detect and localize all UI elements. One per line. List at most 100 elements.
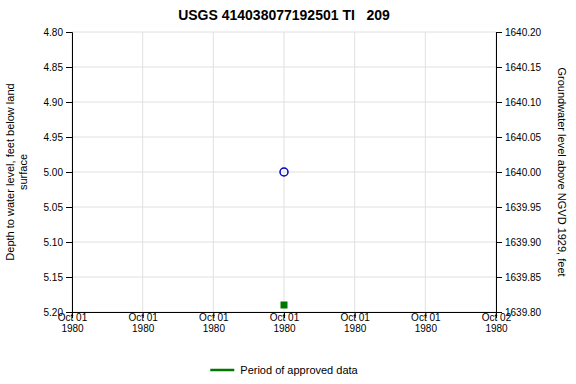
tick-mark	[496, 137, 502, 138]
y-axis: 4.80 4.85 4.90 4.95 5.00 5.05 5.10 5.15 5.20	[44, 27, 73, 318]
y2-tick-label: 1640.15	[505, 62, 542, 73]
y2-tick-label: 1639.95	[505, 202, 542, 213]
tick-mark	[66, 137, 72, 138]
title: USGS 414038077192501 TI 209	[178, 7, 390, 23]
y-tick: 5.10	[44, 237, 72, 248]
tick-mark	[496, 312, 502, 313]
text-line: Oct 01	[411, 312, 441, 323]
x-tick-label: Oct 011980	[411, 312, 441, 334]
text-line: Oct 01	[128, 312, 158, 323]
text-line: Oct 01	[340, 312, 370, 323]
y2-tick-label: 1640.10	[505, 97, 542, 108]
text-line: 1980	[132, 323, 155, 334]
tick-mark	[496, 32, 502, 33]
x-tick-label: Oct 011980	[270, 312, 300, 334]
text-line: 1980	[344, 323, 367, 334]
y-tick: 5.00	[44, 167, 72, 178]
tick-mark	[496, 102, 502, 103]
x-axis: Oct 011980Oct 011980Oct 011980Oct 011980…	[58, 312, 512, 334]
tick-mark	[66, 277, 72, 278]
legend: Period of approved data	[210, 364, 358, 376]
axis-line	[497, 33, 503, 313]
chart: Oct 011980Oct 011980Oct 011980Oct 011980…	[0, 0, 576, 384]
grid-line	[425, 32, 426, 312]
tick-mark	[496, 242, 502, 243]
marks	[280, 168, 288, 308]
tick-mark	[66, 172, 72, 173]
y2-tick: 1639.95	[496, 202, 542, 213]
x-tick-label: Oct 011980	[340, 312, 370, 334]
text-line: 1980	[415, 323, 438, 334]
y-tick-label: 4.95	[44, 132, 64, 143]
point	[281, 302, 287, 308]
grid-line	[213, 32, 214, 312]
legend-swatch	[210, 369, 234, 372]
y2-tick: 1640.20	[496, 27, 542, 38]
tick-mark	[66, 102, 72, 103]
x-tick: Oct 011980	[128, 312, 158, 334]
x-tick: Oct 011980	[199, 312, 229, 334]
point	[280, 168, 288, 176]
tick-mark	[66, 67, 72, 68]
tick-mark	[496, 67, 502, 68]
plot: Oct 011980Oct 011980Oct 011980Oct 011980…	[44, 27, 542, 334]
y-tick: 5.20	[44, 307, 72, 318]
y2-tick: 1640.10	[496, 97, 542, 108]
text-line: Oct 01	[199, 312, 229, 323]
y2-tick-label: 1639.80	[505, 307, 542, 318]
y-axis-label: Depth to water level, feet below landsur…	[4, 83, 29, 260]
y-tick-label: 5.10	[44, 237, 64, 248]
grid	[72, 32, 496, 312]
grid-line	[354, 32, 355, 312]
legend-item: Period of approved data	[210, 364, 358, 376]
y2-tick: 1639.90	[496, 237, 542, 248]
tick-mark	[496, 277, 502, 278]
text-line: 1980	[61, 323, 84, 334]
y-tick: 4.90	[44, 97, 72, 108]
y2-tick: 1639.85	[496, 272, 542, 283]
y2-tick: 1640.15	[496, 62, 542, 73]
text-line: 1980	[485, 323, 508, 334]
y2-tick-label: 1639.90	[505, 237, 542, 248]
y-tick: 5.15	[44, 272, 72, 283]
x-tick-label: Oct 011980	[128, 312, 158, 334]
y2-tick: 1639.80	[496, 307, 542, 318]
x-tick: Oct 011980	[411, 312, 441, 334]
y-tick: 4.85	[44, 62, 72, 73]
text-line: 1980	[273, 323, 296, 334]
y-tick-label: 4.80	[44, 27, 64, 38]
x-tick: Oct 011980	[270, 312, 300, 334]
tick-mark	[66, 207, 72, 208]
y-tick: 4.95	[44, 132, 72, 143]
series	[281, 302, 287, 308]
tick-mark	[66, 312, 72, 313]
y-tick-label: 5.20	[44, 307, 64, 318]
y2-axis-label: Groundwater level above NGVD 1929, feet	[556, 67, 568, 276]
y-tick-label: 4.90	[44, 97, 64, 108]
y2-axis: 1639.80 1639.85 1639.90 1639.95 1640.00 1640.…	[496, 27, 542, 318]
x-tick: Oct 011980	[340, 312, 370, 334]
y2-tick-label: 1640.00	[505, 167, 542, 178]
tick-mark	[66, 242, 72, 243]
tick-mark	[66, 32, 72, 33]
text-line: Oct 01	[270, 312, 300, 323]
tick-mark	[496, 172, 502, 173]
y-tick-label: 4.85	[44, 62, 64, 73]
axis-line	[66, 33, 73, 313]
y2-tick: 1640.00	[496, 167, 542, 178]
y-tick-label: 5.15	[44, 272, 64, 283]
tick-mark	[496, 207, 502, 208]
y-tick-label: 5.00	[44, 167, 64, 178]
y2-tick-label: 1640.20	[505, 27, 542, 38]
grid-line	[284, 32, 285, 312]
legend-label: Period of approved data	[240, 364, 358, 376]
y2-tick-label: 1639.85	[505, 272, 542, 283]
y-tick-label: 5.05	[44, 202, 64, 213]
text-line: 1980	[203, 323, 226, 334]
y2-tick-label: 1640.05	[505, 132, 542, 143]
x-tick-label: Oct 011980	[199, 312, 229, 334]
grid-line	[142, 32, 143, 312]
y-tick: 4.80	[44, 27, 72, 38]
text-line: surface	[17, 154, 29, 190]
y-tick: 5.05	[44, 202, 72, 213]
